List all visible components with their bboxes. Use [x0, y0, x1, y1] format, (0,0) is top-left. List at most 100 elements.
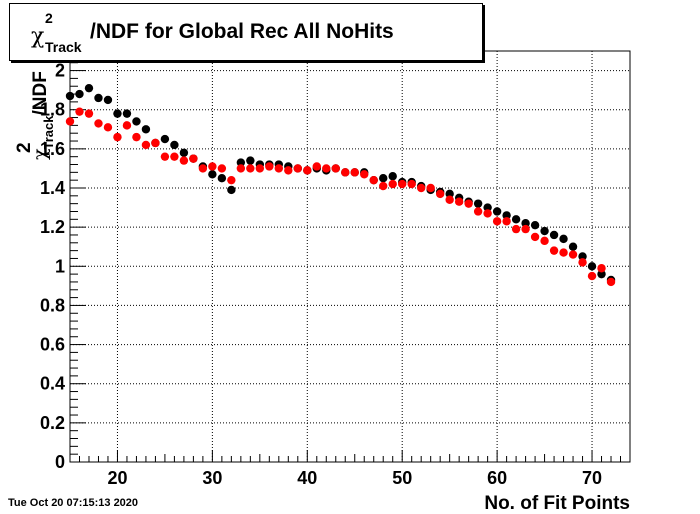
red-series-point — [312, 162, 321, 171]
y-tick-label: 0.8 — [40, 295, 65, 315]
red-series-point — [350, 168, 359, 177]
black-series-point — [160, 134, 170, 144]
red-series-point — [426, 183, 435, 193]
y-axis-chi: χ — [29, 148, 51, 160]
red-series-point — [398, 179, 407, 189]
y-tick-label: 0.6 — [40, 335, 65, 355]
x-tick-label: 50 — [392, 468, 412, 488]
timestamp: Tue Oct 20 07:15:13 2020 — [8, 497, 139, 509]
red-series-point — [179, 156, 189, 165]
y-axis-sup: 2 — [14, 142, 35, 153]
red-series-point — [597, 264, 606, 273]
red-series-point — [122, 121, 132, 130]
red-series-point — [559, 248, 568, 257]
black-series-point — [559, 234, 568, 244]
title-chi: χ — [31, 24, 44, 49]
red-series-point — [341, 168, 350, 177]
red-series-point — [521, 224, 530, 234]
y-axis-sub: Track — [41, 115, 56, 150]
red-series-point — [141, 140, 151, 150]
y-tick-label: 1.2 — [40, 217, 65, 237]
black-series-point — [217, 174, 227, 183]
grid-lines — [70, 51, 630, 462]
red-series-point — [606, 277, 616, 287]
red-series-point — [416, 183, 426, 193]
red-series-point — [407, 179, 416, 189]
red-series-point — [255, 164, 265, 173]
red-series-point — [227, 175, 236, 185]
red-series-point — [360, 170, 369, 179]
black-series-point — [179, 148, 189, 157]
red-series-point — [502, 217, 511, 226]
black-series-point — [75, 89, 84, 99]
black-series-point — [521, 219, 530, 228]
black-series-point — [483, 203, 492, 212]
x-tick-label: 20 — [107, 468, 127, 488]
black-series-point — [132, 117, 141, 126]
red-series-point — [587, 271, 597, 281]
black-series-point — [578, 252, 587, 261]
red-series-point — [274, 164, 284, 173]
black-series-point — [208, 170, 217, 179]
red-series-point — [84, 109, 94, 118]
red-series-point — [454, 197, 464, 206]
black-series-point — [445, 189, 454, 199]
red-series-point — [568, 250, 578, 259]
black-series-point — [502, 211, 511, 220]
red-series-point — [578, 258, 587, 267]
red-series-point — [388, 179, 397, 189]
red-series-point — [549, 246, 559, 255]
black-series-point — [587, 262, 597, 271]
y-axis-title: χTrack/NDF 2 — [14, 71, 56, 160]
black-series-point — [103, 95, 113, 105]
y-tick-label: 1.4 — [40, 178, 65, 198]
data-markers — [65, 83, 616, 287]
black-series-point — [122, 109, 132, 118]
red-series-point — [246, 164, 255, 173]
title-svg: χ 2 Track /NDF for Global Rec All NoHits — [31, 10, 394, 55]
y-tick-label: 0.2 — [40, 413, 65, 433]
black-series-point — [388, 172, 397, 181]
y-tick-label: 2 — [55, 61, 65, 81]
black-series-point — [568, 242, 578, 251]
red-series-point — [217, 164, 227, 173]
axis-tick-labels: 20 30 40 50 60 70 0 0.2 0.4 0.6 0.8 1 1.2 1.4 1.6 1.8 2 — [40, 61, 602, 488]
black-series-point — [113, 109, 122, 118]
y-tick-label: 1 — [55, 256, 65, 276]
title-text: /NDF for Global Rec All NoHits — [90, 20, 394, 43]
red-series-point — [369, 175, 378, 185]
black-series-point — [141, 125, 151, 134]
x-axis-title: No. of Fit Points — [484, 493, 630, 514]
black-series-point — [65, 91, 75, 101]
black-series-point — [540, 226, 549, 236]
y-tick-label: 1.8 — [40, 100, 65, 120]
black-series-point — [597, 269, 606, 279]
black-series-point — [170, 140, 179, 150]
title-sup: 2 — [45, 10, 53, 26]
red-series-point — [132, 132, 141, 142]
red-series-point — [284, 166, 293, 175]
y-tick-label: 0.4 — [40, 374, 65, 394]
red-series-point — [540, 236, 549, 246]
red-series-point — [208, 162, 217, 171]
red-series-point — [236, 164, 246, 173]
black-series-point — [246, 156, 255, 165]
red-series-point — [103, 123, 113, 132]
plot-frame — [69, 50, 631, 463]
red-series-point — [293, 164, 302, 173]
black-series-point — [94, 93, 103, 103]
x-tick-label: 70 — [582, 468, 602, 488]
red-series-point — [94, 119, 103, 128]
red-series-point — [189, 154, 198, 163]
red-series-point — [170, 152, 179, 161]
black-series-point — [473, 199, 483, 208]
red-series-point — [151, 138, 160, 148]
red-series-point — [198, 164, 208, 173]
y-axis-rest: /NDF — [30, 71, 51, 115]
red-series-point — [492, 217, 502, 226]
x-tick-label: 30 — [202, 468, 222, 488]
red-series-point — [303, 166, 312, 175]
title-box: χ 2 Track /NDF for Global Rec All NoHits — [9, 3, 483, 61]
red-series-point — [464, 199, 473, 208]
